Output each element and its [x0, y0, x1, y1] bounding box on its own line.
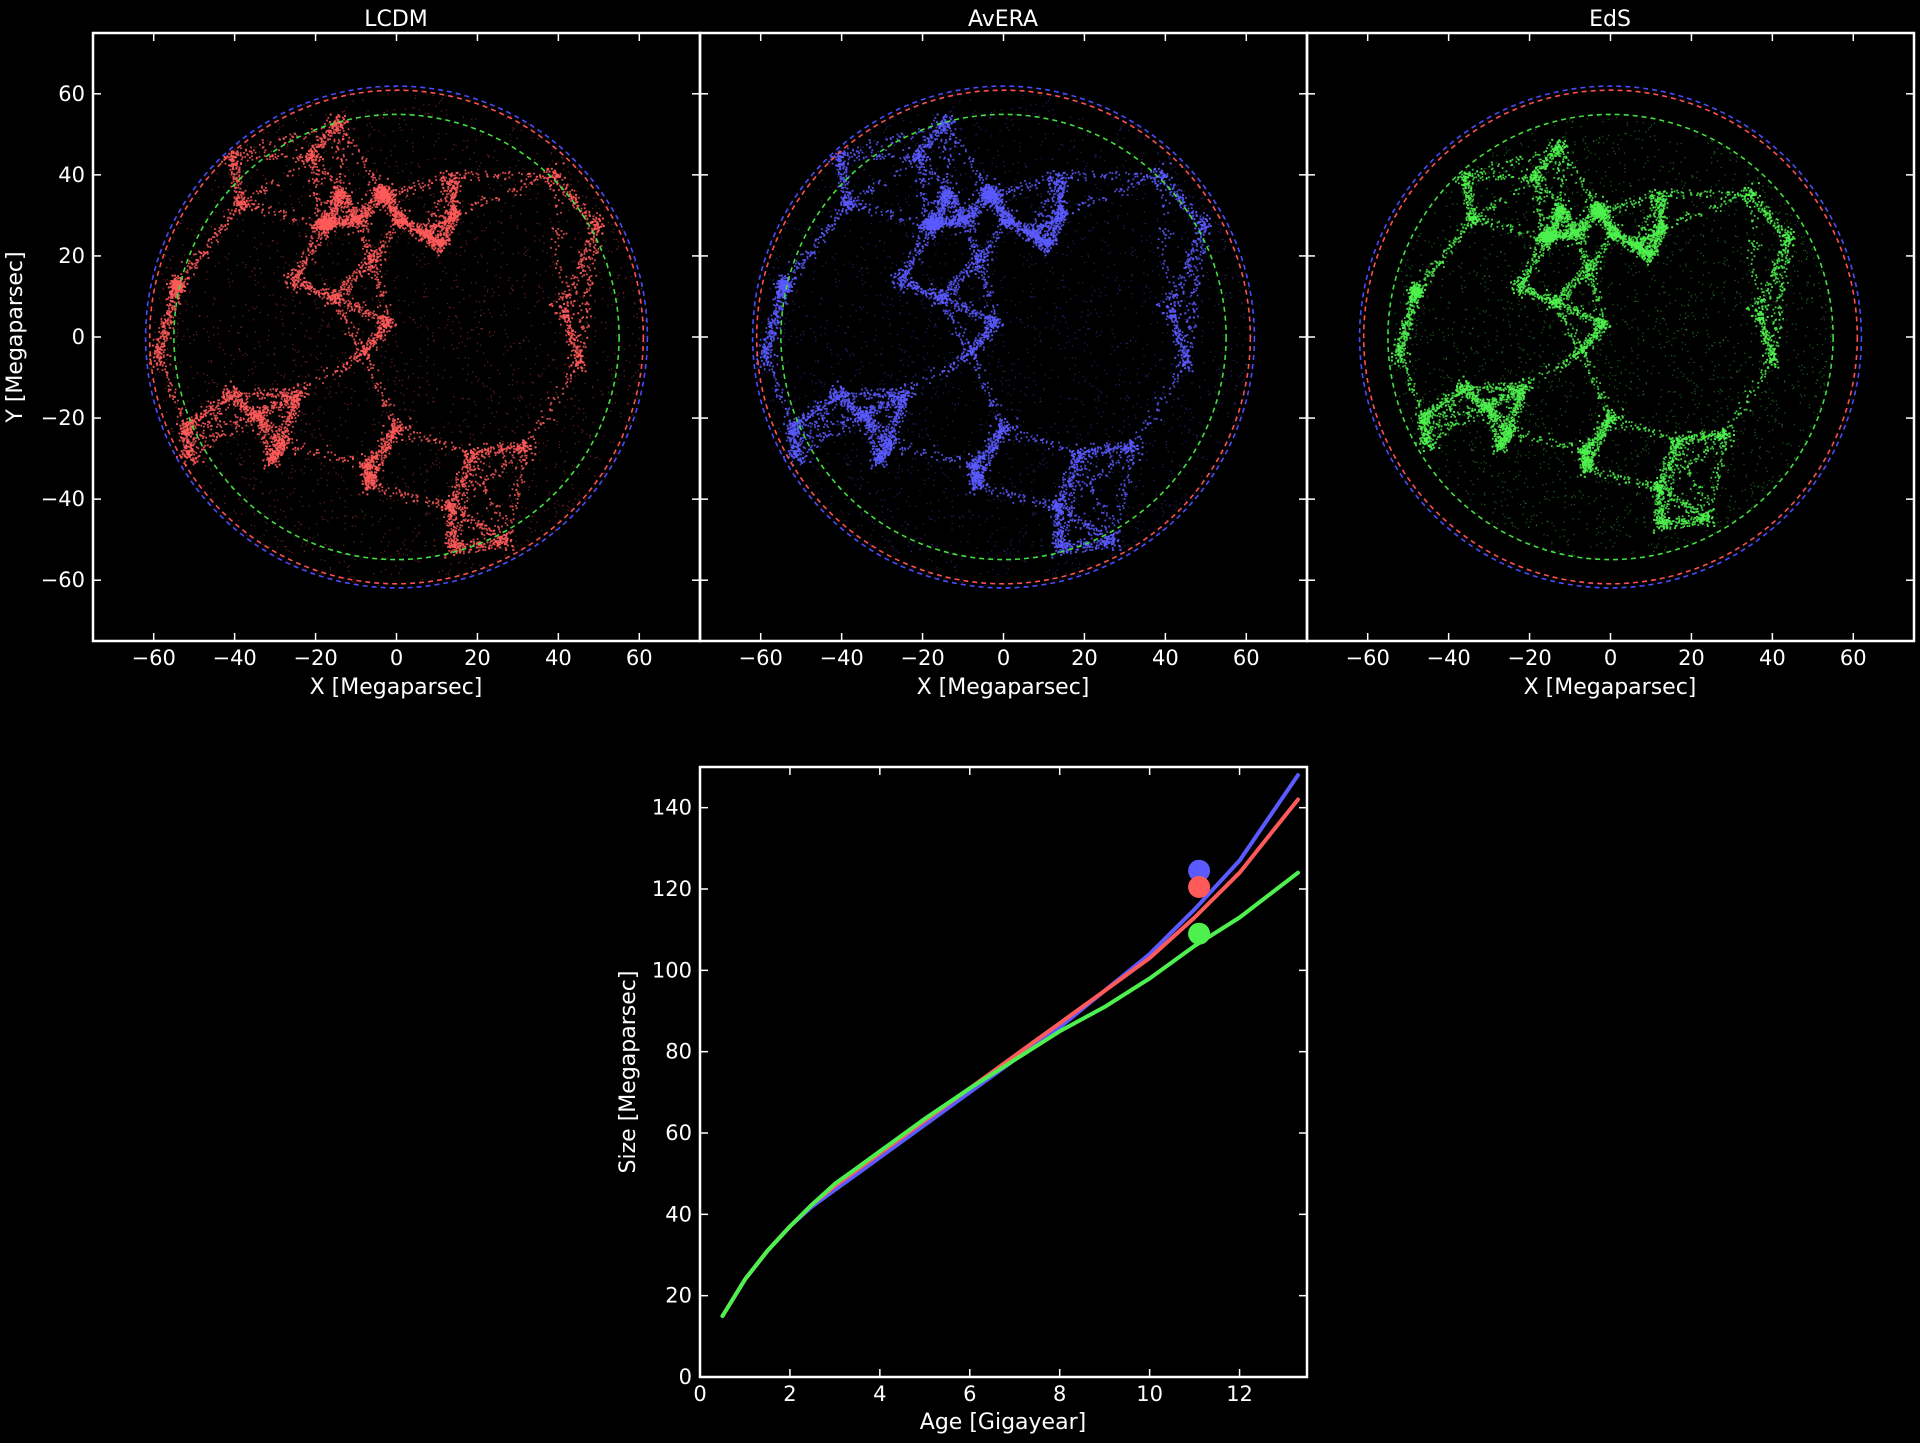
lcdm-ref-circle	[173, 113, 620, 561]
series-marker-1	[1188, 876, 1211, 898]
eds-points	[1388, 115, 1833, 559]
size-age-markers	[1188, 859, 1211, 945]
eds-x-tick-label: 20	[1678, 646, 1705, 670]
eds-x-tick-label: 0	[1604, 646, 1617, 670]
eds-ref-circle	[1362, 89, 1859, 585]
lcdm-ref-circles	[144, 85, 649, 589]
size-age-y-tick-label: 40	[665, 1202, 692, 1226]
avera-title: AvERA	[968, 7, 1038, 32]
avera-x-tick-label: 20	[1071, 646, 1098, 670]
eds-x-tick-label: −60	[1346, 646, 1390, 670]
eds-x-axis-label: X [Megaparsec]	[1524, 675, 1697, 700]
size-age-x-tick-label: 4	[873, 1382, 886, 1406]
size-age-x-tick-label: 0	[693, 1382, 706, 1406]
lcdm-x-tick-label: −60	[132, 646, 176, 670]
avera-panel: AvERA −60 −40 −20 0 20 40 60 X [Megaparsec]	[698, 7, 1309, 700]
lcdm-ticks: −60 −40 −20 0 20 40 60 −60 −40 −20 0 20 40 60	[41, 33, 700, 670]
eds-x-tick-label: −20	[1507, 646, 1551, 670]
eds-panel: EdS −60 −40 −20 0 20 40 60 X [Megaparsec]	[1305, 7, 1916, 700]
lcdm-points	[146, 86, 647, 587]
eds-x-tick-label: 60	[1840, 646, 1867, 670]
size-age-y-tick-label: 120	[652, 877, 692, 901]
size-age-frame	[698, 765, 1309, 1379]
lcdm-x-tick-label: 20	[464, 646, 491, 670]
size-age-y-tick-label: 20	[665, 1284, 692, 1308]
lcdm-x-tick-label: 40	[545, 646, 572, 670]
eds-x-tick-label: −40	[1426, 646, 1470, 670]
size-age-y-tick-label: 60	[665, 1121, 692, 1145]
size-age-x-tick-label: 10	[1136, 1382, 1163, 1406]
avera-x-tick-label: −20	[900, 646, 944, 670]
eds-frame	[1305, 31, 1916, 643]
avera-ref-circle	[780, 113, 1227, 561]
lcdm-y-tick-label: 60	[58, 82, 85, 106]
eds-ref-circle	[1358, 85, 1863, 589]
series-marker-2	[1188, 922, 1211, 945]
eds-ref-circles	[1358, 85, 1863, 589]
avera-x-axis-label: X [Megaparsec]	[917, 675, 1090, 700]
lcdm-y-axis-label: Y [Megaparsec]	[3, 251, 28, 423]
size-age-y-axis-label: Size [Megaparsec]	[616, 971, 641, 1174]
eds-x-tick-label: 40	[1759, 646, 1786, 670]
avera-x-tick-label: 40	[1152, 646, 1179, 670]
series-marker-0	[1188, 859, 1211, 882]
lcdm-x-tick-label: −40	[212, 646, 256, 670]
avera-x-tick-label: −60	[739, 646, 783, 670]
lcdm-title: LCDM	[364, 7, 428, 32]
avera-x-tick-label: 60	[1233, 646, 1260, 670]
lcdm-y-tick-label: 40	[58, 163, 85, 187]
lcdm-y-tick-label: 0	[72, 325, 85, 349]
avera-ref-circles	[751, 85, 1256, 589]
size-age-y-tick-label: 140	[652, 796, 692, 820]
size-age-x-tick-label: 12	[1226, 1382, 1253, 1406]
size-age-y-tick-label: 100	[652, 958, 692, 982]
avera-ticks: −60 −40 −20 0 20 40 60	[700, 33, 1307, 670]
eds-title: EdS	[1589, 7, 1631, 32]
lcdm-x-axis-label: X [Megaparsec]	[310, 675, 483, 700]
size-age-y-tick-label: 80	[665, 1040, 692, 1064]
series-line-2	[720, 870, 1300, 1318]
size-age-series	[720, 773, 1300, 1318]
lcdm-y-tick-label: 20	[58, 244, 85, 268]
lcdm-x-tick-label: 60	[626, 646, 653, 670]
lcdm-y-tick-label: −40	[41, 487, 85, 511]
eds-ticks: −60 −40 −20 0 20 40 60	[1307, 33, 1914, 670]
lcdm-y-tick-label: −20	[41, 406, 85, 430]
lcdm-panel: LCDM −60 −40 −20 0 20 40 60 −60 −40 −20 0 20 40 60 X …	[3, 7, 702, 700]
avera-x-tick-label: −40	[819, 646, 863, 670]
size-age-x-axis-label: Age [Gigayear]	[920, 1410, 1086, 1435]
size-age-x-tick-label: 2	[783, 1382, 796, 1406]
avera-ref-circle	[751, 85, 1256, 589]
size-age-x-tick-label: 8	[1053, 1382, 1066, 1406]
avera-x-tick-label: 0	[997, 646, 1010, 670]
lcdm-x-tick-label: 0	[390, 646, 403, 670]
size-age-y-tick-label: 0	[679, 1365, 692, 1389]
lcdm-ref-circle	[144, 85, 649, 589]
avera-points	[753, 86, 1254, 587]
eds-ref-circle	[1387, 113, 1834, 561]
lcdm-y-tick-label: −60	[41, 568, 85, 592]
lcdm-x-tick-label: −20	[293, 646, 337, 670]
avera-ref-circle	[755, 89, 1252, 585]
size-age-x-tick-label: 6	[963, 1382, 976, 1406]
lcdm-ref-circle	[148, 89, 645, 585]
